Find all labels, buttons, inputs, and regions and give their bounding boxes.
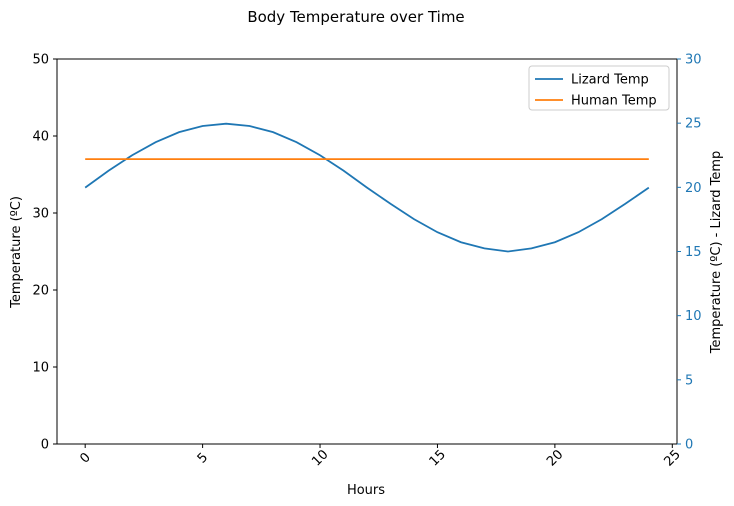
y-tick-label: 30 (32, 207, 49, 222)
y-tick-label: 40 (32, 130, 49, 145)
plot-frame (56, 58, 678, 445)
legend-label: Lizard Temp (571, 73, 649, 88)
right-y-tick-label: 20 (685, 181, 702, 196)
right-y-tick-label: 15 (685, 245, 702, 260)
y-axis-label: Temperature (ºC) (9, 196, 24, 309)
right-y-tick-label: 10 (685, 309, 702, 324)
y-tick-label: 10 (32, 361, 49, 376)
right-y-tick-label: 30 (685, 53, 702, 68)
x-axis-label: Hours (347, 483, 385, 498)
x-tick-label: 15 (427, 447, 449, 469)
right-y-tick-label: 0 (685, 438, 693, 453)
x-tick-label: 10 (309, 447, 331, 469)
x-tick-label: 20 (544, 447, 566, 469)
y-tick-label: 20 (32, 284, 49, 299)
y-tick-label: 50 (32, 53, 49, 68)
chart-title: Body Temperature over Time (247, 8, 464, 26)
x-tick-label: 5 (195, 450, 211, 466)
legend: Lizard Temp Human Temp (528, 65, 670, 111)
legend-box (528, 65, 670, 111)
x-tick-label: 0 (77, 450, 93, 466)
right-y-tick-label: 5 (685, 373, 693, 388)
series-line-1 (84, 122, 650, 253)
y-tick-label: 0 (41, 438, 49, 453)
plot-area (84, 122, 650, 253)
legend-label: Human Temp (571, 94, 657, 109)
x-tick-label: 25 (662, 447, 684, 469)
right-y-tick-label: 25 (685, 117, 702, 132)
right-y-axis-label: Temperature (ºC) - Lizard Temp (709, 151, 724, 355)
